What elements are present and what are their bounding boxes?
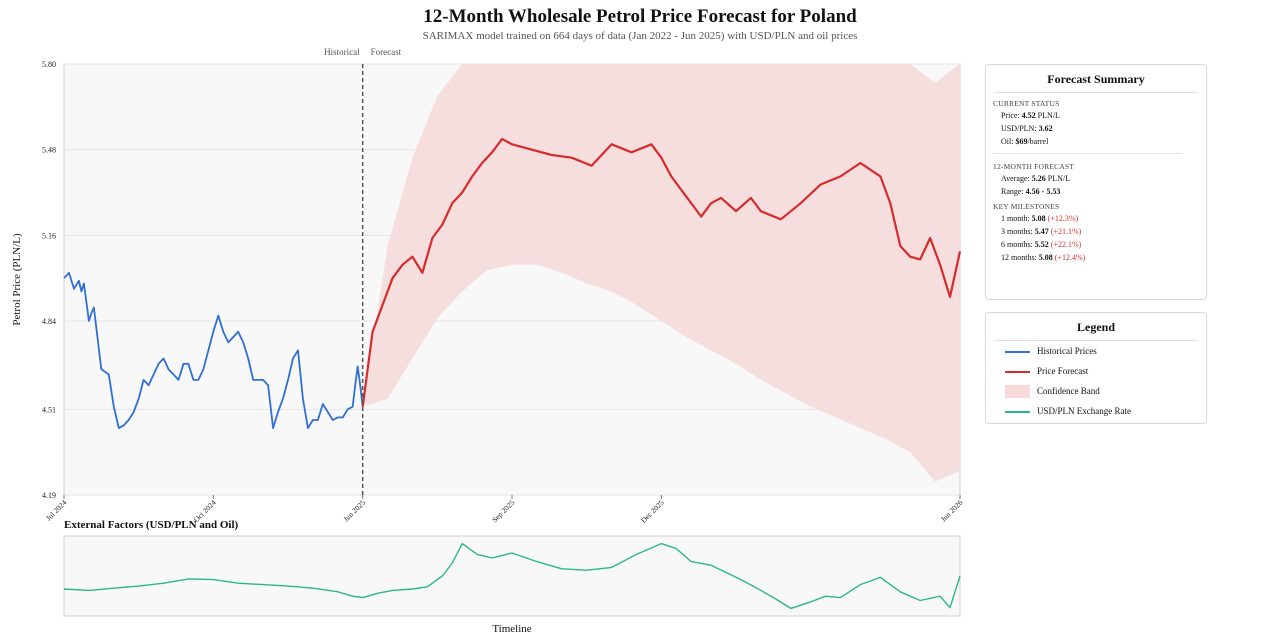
current-status-heading: CURRENT STATUS [993, 99, 1060, 108]
milestone-label: 12 months: [1001, 253, 1037, 262]
legend-item-forecast: Price Forecast [1037, 366, 1089, 376]
forecast-range-value: 4.56 - 5.53 [1025, 187, 1061, 196]
legend-item-band: Confidence Band [1037, 386, 1100, 396]
summary-divider [993, 153, 1182, 154]
milestone-label: 3 months: [1001, 227, 1033, 236]
milestone-label: 6 months: [1001, 240, 1033, 249]
current-usd-value: 3.62 [1038, 124, 1053, 133]
external-factors-plot-area [63, 535, 961, 617]
current-oil-row: Oil: $69/barrel [1001, 136, 1206, 147]
summary-title-divider [994, 92, 1198, 93]
forecast-heading: 12-MONTH FORECAST [993, 162, 1075, 171]
x-tick-label: Sep 2025 [490, 498, 516, 524]
current-oil-unit: /barrel [1027, 137, 1049, 146]
band-legend-swatch [1005, 385, 1030, 398]
current-usd-label: USD/PLN: [1001, 124, 1037, 133]
milestone-change: (+21.1%) [1050, 227, 1082, 236]
forecast-range-row: Range: 4.56 - 5.53 [1001, 186, 1206, 197]
current-price-unit: PLN/L [1037, 111, 1060, 120]
current-price-label: Price: [1001, 111, 1020, 120]
milestone-value: 5.08 [1031, 214, 1046, 223]
forecast-average-row: Average: 5.26 PLN/L [1001, 173, 1206, 184]
forecast-average-label: Average: [1001, 174, 1030, 183]
forecast-average-unit: PLN/L [1047, 174, 1070, 183]
milestone-row: 1 month: 5.08 (+12.3%) [1001, 213, 1206, 224]
x-tick-label: Jun 2026 [939, 498, 965, 524]
milestone-row: 12 months: 5.08 (+12.4%) [1001, 252, 1206, 263]
legend-title-divider [994, 340, 1198, 341]
historical-marker-label: Historical [324, 47, 360, 57]
milestone-label: 1 month: [1001, 214, 1030, 223]
current-usd-row: USD/PLN: 3.62 [1001, 123, 1206, 134]
y-tick-label: 4.84 [42, 317, 56, 326]
usd-pln-line [63, 542, 961, 610]
forecast-average-value: 5.26 [1031, 174, 1046, 183]
current-price-value: 4.52 [1021, 111, 1036, 120]
current-price-row: Price: 4.52 PLN/L [1001, 110, 1206, 121]
timeline-label: Timeline [492, 623, 531, 635]
confidence-band [362, 64, 960, 482]
milestone-value: 5.52 [1034, 240, 1049, 249]
historical-price-line [63, 271, 364, 430]
chart-title: 12-Month Wholesale Petrol Price Forecast… [423, 6, 857, 27]
historical-legend-swatch [1005, 351, 1030, 353]
summary-title: Forecast Summary [1047, 72, 1145, 86]
milestone-value: 5.08 [1038, 253, 1053, 262]
legend-panel: Legend Historical Prices Price Forecast … [985, 312, 1207, 424]
milestones-heading: KEY MILESTONES [993, 202, 1060, 211]
milestone-value: 5.47 [1034, 227, 1049, 236]
legend-title: Legend [1076, 320, 1115, 334]
legend-item-fx: USD/PLN Exchange Rate [1037, 406, 1131, 416]
y-tick-label: 4.19 [42, 491, 56, 500]
fx-legend-swatch [1005, 411, 1030, 413]
y-tick-label: 5.16 [42, 231, 56, 240]
milestone-row: 3 months: 5.47 (+21.1%) [1001, 226, 1206, 237]
forecast-marker-label: Forecast [371, 47, 402, 57]
current-oil-value: $69 [1015, 137, 1028, 146]
forecast-chart: Historical Forecast 4.19 4.51 4.84 5.16 5.48… [11, 47, 965, 635]
chart-subtitle: SARIMAX model trained on 664 days of dat… [422, 30, 858, 42]
milestone-change: (+12.3%) [1047, 214, 1079, 223]
milestone-change: (+12.4%) [1054, 253, 1086, 262]
current-oil-label: Oil: [1001, 137, 1014, 146]
y-axis-label: Petrol Price (PLN/L) [11, 233, 23, 326]
legend-item-historical: Historical Prices [1037, 346, 1097, 356]
external-factors-title: External Factors (USD/PLN and Oil) [64, 519, 238, 531]
forecast-range-label: Range: [1001, 187, 1024, 196]
forecast-price-line [361, 137, 962, 407]
milestone-change: (+22.1%) [1050, 240, 1082, 249]
y-tick-label: 4.51 [42, 405, 56, 414]
milestone-row: 6 months: 5.52 (+22.1%) [1001, 239, 1206, 250]
y-tick-label: 5.80 [42, 60, 56, 69]
forecast-legend-swatch [1005, 371, 1030, 373]
forecast-summary-panel: Forecast Summary CURRENT STATUS Price: 4… [985, 64, 1207, 300]
y-axis-ticks: 4.19 4.51 4.84 5.16 5.48 5.80 [42, 60, 56, 500]
x-tick-label: Jun 2025 [341, 498, 367, 524]
x-tick-label: Dec 2025 [639, 498, 666, 525]
y-tick-label: 5.48 [42, 146, 56, 155]
